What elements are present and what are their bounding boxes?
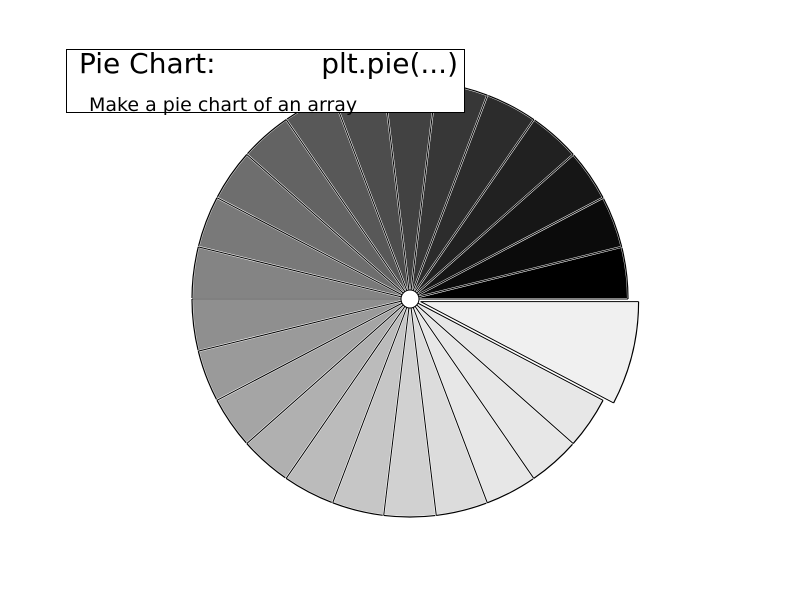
pie-slice-edge-15 [197, 351, 218, 401]
pie-slice-side-a-6 [409, 94, 488, 300]
pie-slice-side-a-12 [216, 197, 411, 300]
title-box: Pie Chart: plt.pie(...) Make a pie chart… [66, 47, 465, 116]
pie-slice-edge-25 [613, 301, 640, 404]
pie-slice-side-a-10 [285, 119, 411, 300]
pie-slice-edge-18 [285, 477, 333, 504]
pie-slice-side-a-17 [246, 298, 411, 444]
pie-slice-edge-10 [246, 119, 287, 155]
pie-slice-side-a-15 [198, 298, 411, 352]
pie-slice-edge-14 [191, 298, 199, 352]
chart-subtitle: Make a pie chart of an array [89, 94, 358, 116]
pie-slice-edge-19 [332, 502, 384, 517]
pie-slice-edge-20 [383, 514, 437, 518]
pie-slice-edge-22 [487, 477, 535, 504]
pie-slice-side-a-5 [409, 119, 535, 300]
pie-slice-edge-1 [621, 246, 629, 300]
pie-slice-side-a-8 [383, 82, 411, 300]
pie-wedges [190, 80, 640, 518]
pie-slice-edge-16 [216, 400, 248, 444]
pie-slice-side-a-19 [332, 298, 411, 504]
pie-slice-edge-13 [191, 246, 199, 300]
chart-title-right: plt.pie(...) [321, 47, 458, 80]
pie-slice-side-a-3 [409, 197, 604, 300]
pie-slice-edge-21 [436, 502, 488, 517]
pie-slice-edge-11 [216, 154, 248, 198]
pie-slice-side-b-24 [409, 298, 604, 401]
pie-slice-edge-5 [487, 94, 535, 121]
center-hole [400, 289, 420, 309]
pie-slice-side-a-20 [383, 298, 411, 516]
pie-slice-edge-2 [602, 197, 623, 247]
pie-slice-side-a-13 [198, 246, 411, 300]
pie-slice-edge-3 [572, 154, 604, 198]
chart-title-left: Pie Chart: [79, 47, 216, 80]
pie-slice-side-a-4 [409, 154, 574, 300]
pie-slice-side-a-2 [409, 246, 622, 300]
pie-slice-side-a-22 [409, 298, 488, 504]
pie-slice-edge-23 [533, 443, 574, 479]
pie-slice-side-a-7 [409, 82, 437, 300]
pie-slice-side-a-25 [420, 301, 614, 404]
pie-slice-side-a-9 [332, 94, 411, 300]
pie-slice-side-a-16 [216, 298, 411, 401]
pie-slice-edge-12 [197, 197, 218, 247]
pie-slice-side-a-11 [246, 154, 411, 300]
pie-slice-side-a-18 [285, 298, 411, 479]
pie-slice-edge-4 [533, 119, 574, 155]
pie-slice-side-a-23 [409, 298, 535, 479]
pie-slice-side-a-24 [409, 298, 574, 444]
pie-slice-edge-24 [572, 400, 604, 444]
pie-slice-side-a-21 [409, 298, 437, 516]
pie-slice-edge-17 [246, 443, 287, 479]
